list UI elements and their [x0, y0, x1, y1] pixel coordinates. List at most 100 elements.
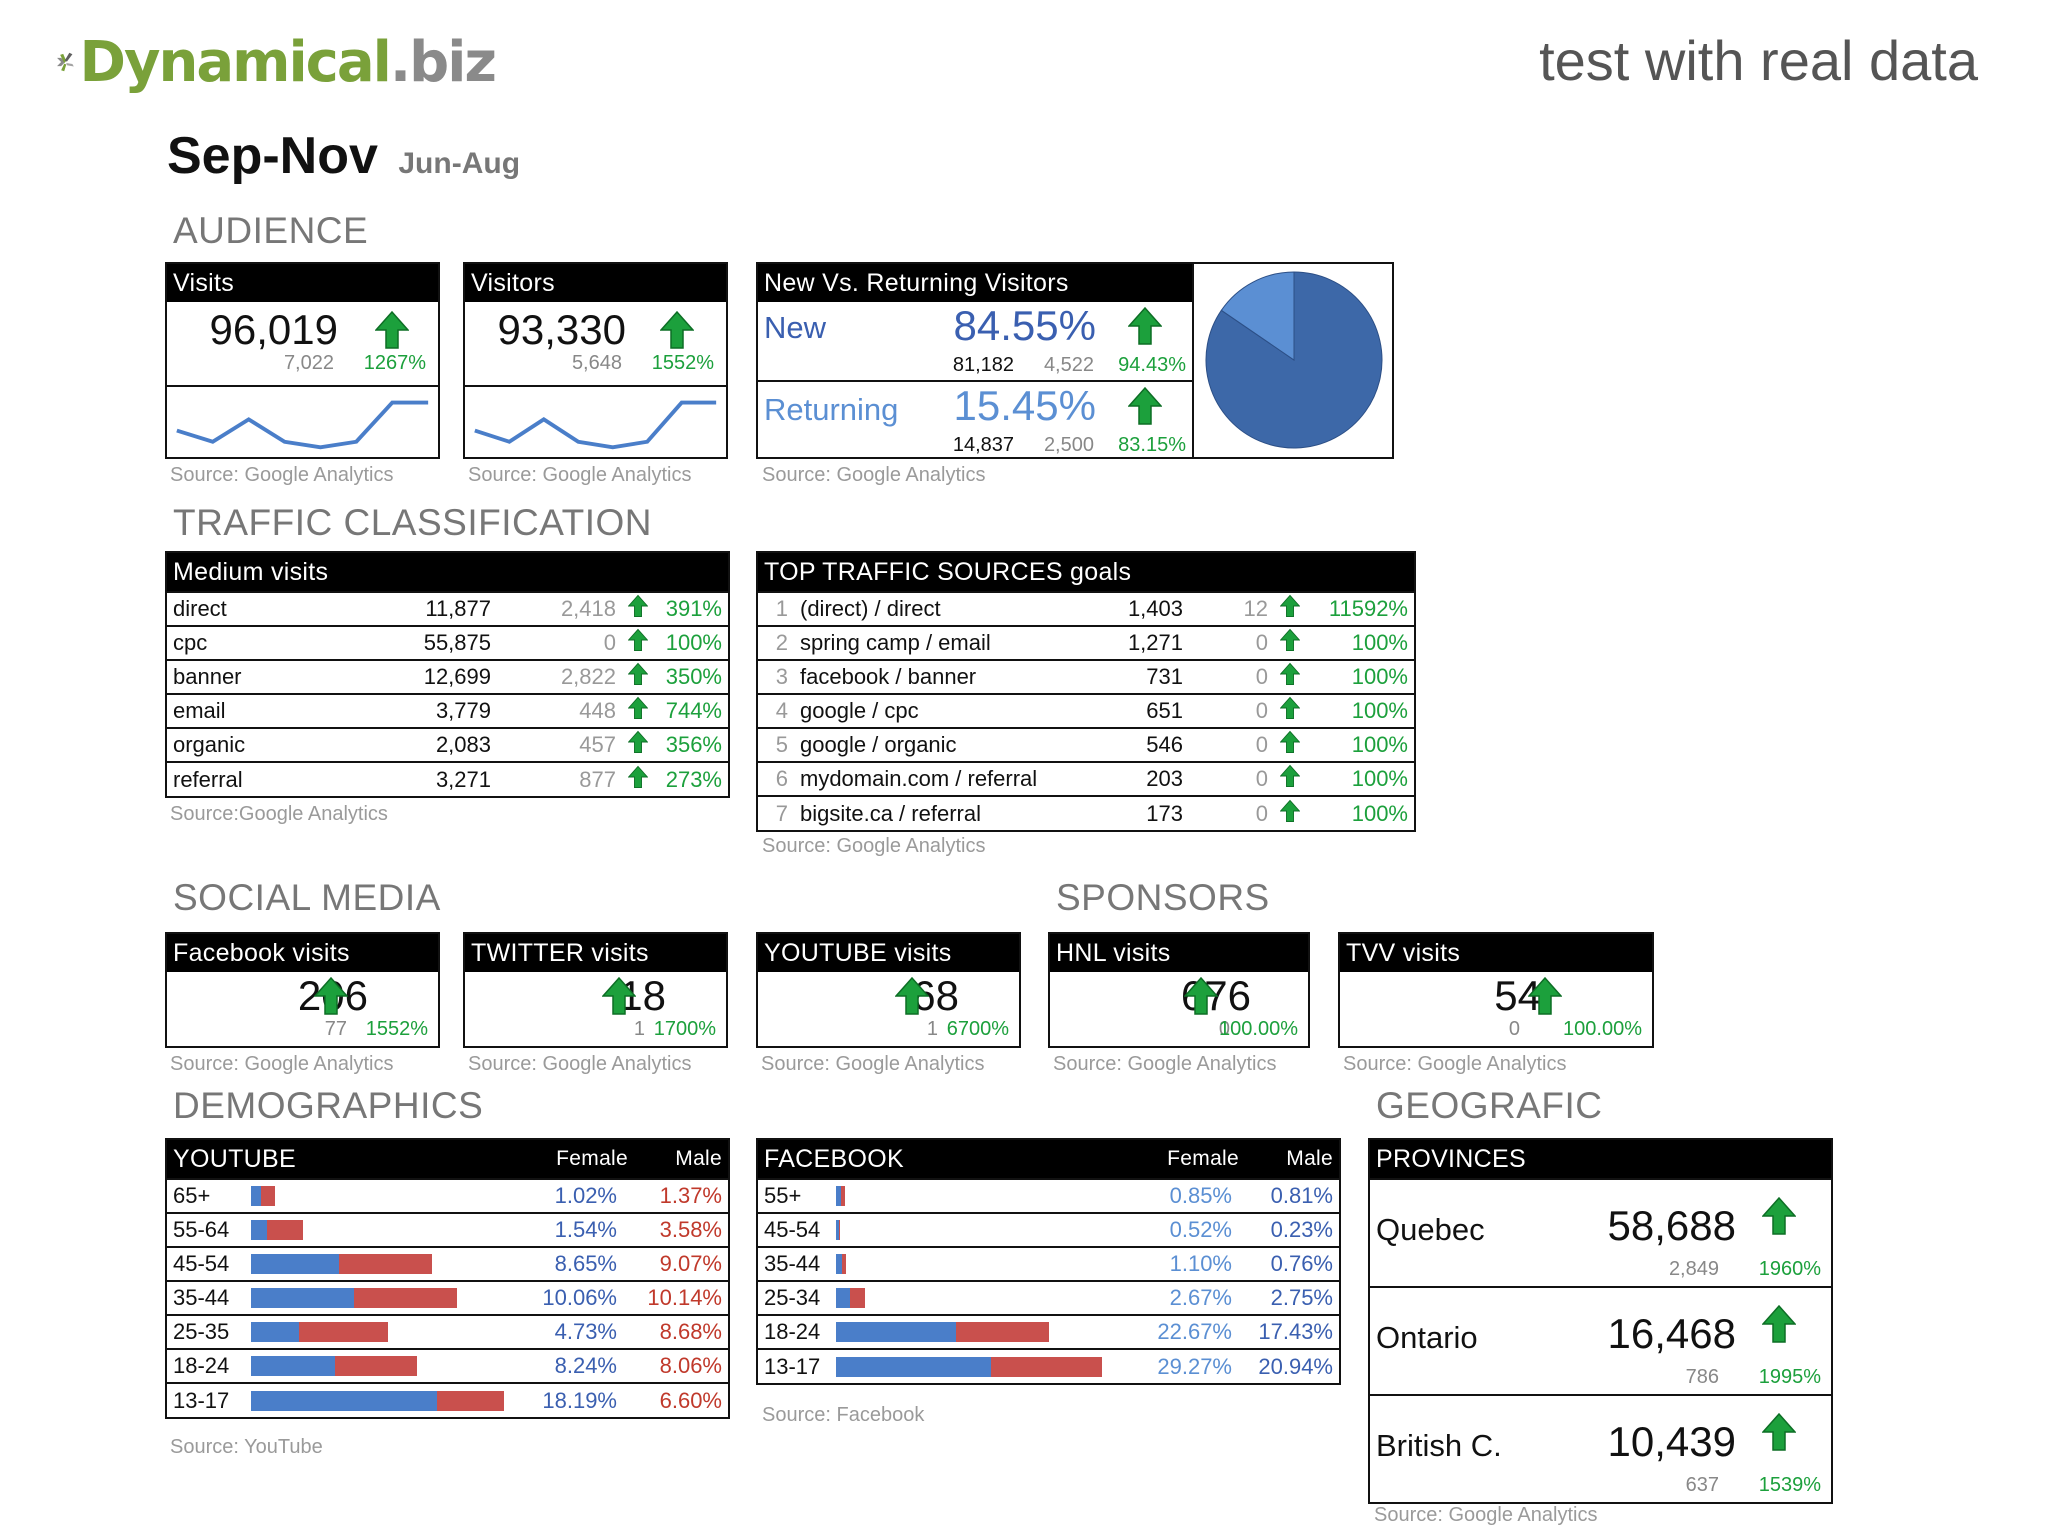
medium-trend: [622, 659, 654, 694]
source-trend: [1274, 761, 1306, 796]
province-change: 1539%: [1758, 1474, 1821, 1496]
table-row: organic 2,083 457 356%: [167, 727, 728, 762]
youtube-demographics-source: Source: YouTube: [170, 1436, 323, 1458]
facebook-demographics-header: FACEBOOK Female Male: [758, 1140, 1339, 1178]
logo-x-icon: [57, 52, 74, 72]
medium-change: 350%: [654, 659, 728, 694]
youtube-demographics-header: YOUTUBE Female Male: [167, 1140, 728, 1178]
up-arrow-icon: [627, 628, 649, 652]
up-arrow-icon: [1762, 1304, 1796, 1343]
pie-panel: [1192, 264, 1392, 457]
province-change: 1960%: [1758, 1258, 1821, 1280]
up-arrow-icon: [1128, 306, 1162, 345]
kpi-card-title: TWITTER visits: [465, 934, 726, 972]
male-bar: [850, 1288, 865, 1308]
page-tagline: test with real data: [1539, 29, 1978, 92]
female-share: 22.67%: [1130, 1314, 1238, 1349]
new-vs-returning-pie-chart: [1205, 271, 1383, 449]
source-change: 100%: [1306, 693, 1414, 728]
male-bar: [299, 1322, 388, 1342]
visits-card-title: Visits: [167, 264, 438, 302]
gender-bar-cell: [245, 1212, 515, 1247]
medium-visits-title: Medium visits: [167, 553, 728, 591]
age-group: 35-44: [758, 1246, 830, 1281]
age-group: 13-17: [758, 1348, 830, 1383]
male-bar: [339, 1254, 432, 1274]
gender-bar-cell: [830, 1280, 1130, 1315]
source-value: 1,271: [1104, 625, 1189, 660]
province-change: 1995%: [1758, 1366, 1821, 1388]
medium-trend: [622, 625, 654, 660]
kpi-card-title: HNL visits: [1050, 934, 1308, 972]
visitors-prev: 5,648: [571, 352, 622, 374]
source-name: spring camp / email: [794, 625, 1104, 660]
female-bar: [251, 1322, 300, 1342]
brand-name: Dynamical.biz: [79, 29, 497, 95]
kpi-source: Source: Google Analytics: [761, 1053, 985, 1075]
medium-trend: [622, 693, 654, 728]
kpi-change: 1700%: [653, 1018, 716, 1040]
up-arrow-icon: [1279, 764, 1301, 788]
up-arrow-icon: [627, 662, 649, 686]
gender-bar-cell: [830, 1348, 1130, 1383]
female-bar: [836, 1288, 851, 1308]
male-column-header: Male: [675, 1147, 722, 1170]
medium-value: 3,271: [337, 761, 497, 796]
age-group: 18-24: [758, 1314, 830, 1349]
age-group: 18-24: [167, 1348, 245, 1383]
sponsor-0-visits-card: HNL visits6760100.00%: [1048, 932, 1310, 1048]
section-geografic: GEOGRAFIC: [1376, 1085, 1603, 1126]
source-trend: [1274, 727, 1306, 762]
sponsor-1-visits-card: TVV visits 54 0 100.00%: [1338, 932, 1654, 1048]
section-audience: AUDIENCE: [173, 210, 369, 251]
source-name: google / organic: [794, 727, 1104, 762]
returning-visitors-row: Returning 15.45% 14,837 2,500 83.15%: [758, 380, 1192, 459]
female-share: 1.54%: [515, 1212, 623, 1247]
visits-prev: 7,022: [283, 352, 334, 374]
returning-prev: 2,500: [1043, 434, 1094, 456]
visits-card: Visits 96,019 7,022 1267%: [165, 262, 440, 459]
source-prev: 0: [1189, 795, 1274, 830]
visitors-value: 93,330: [497, 306, 626, 353]
section-social-media: SOCIAL MEDIA: [173, 877, 441, 918]
kpi-change: 6700%: [946, 1018, 1009, 1040]
female-share: 2.67%: [1130, 1280, 1238, 1315]
source-trend: [1274, 591, 1306, 626]
table-row: 13-17 29.27% 20.94%: [758, 1348, 1339, 1383]
pie-slice-new: [1205, 271, 1383, 449]
provinces-card: PROVINCES Quebec 58,688 2,849 1960% Ontario 1…: [1368, 1138, 1833, 1504]
age-group: 25-35: [167, 1314, 245, 1349]
table-row: 4 google / cpc 651 0 100%: [758, 693, 1414, 728]
male-share: 10.14%: [623, 1280, 728, 1315]
male-bar: [838, 1220, 840, 1240]
visits-change: 1267%: [363, 352, 426, 374]
kpi-prev: 1: [633, 1018, 645, 1040]
province-row: Quebec 58,688 2,849 1960%: [1370, 1178, 1831, 1286]
male-share: 0.23%: [1238, 1212, 1339, 1247]
up-arrow-icon: [1762, 1412, 1796, 1451]
source-change: 100%: [1306, 727, 1414, 762]
table-row: 35-44 10.06% 10.14%: [167, 1280, 728, 1315]
period-previous: Jun-Aug: [398, 147, 521, 180]
male-share: 17.43%: [1238, 1314, 1339, 1349]
gender-bar-cell: [245, 1246, 515, 1281]
gender-bar-cell: [245, 1382, 515, 1417]
section-demographics: DEMOGRAPHICS: [173, 1085, 484, 1126]
medium-prev: 457: [497, 727, 622, 762]
age-group: 45-54: [167, 1246, 245, 1281]
male-share: 8.06%: [623, 1348, 728, 1383]
provinces-source: Source: Google Analytics: [1374, 1504, 1598, 1526]
female-bar: [251, 1220, 267, 1240]
male-share: 0.81%: [1238, 1178, 1339, 1213]
social-0-visits-card: Facebook visits206771552%: [165, 932, 440, 1048]
source-name: facebook / banner: [794, 659, 1104, 694]
up-arrow-icon: [1528, 976, 1562, 1015]
province-value: 16,468: [1607, 1310, 1736, 1357]
source-value: 203: [1104, 761, 1189, 796]
kpi-source: Source: Google Analytics: [1053, 1053, 1277, 1075]
source-name: mydomain.com / referral: [794, 761, 1104, 796]
medium-change: 100%: [654, 625, 728, 660]
pie-slice-returning: [1220, 271, 1295, 361]
source-prev: 0: [1189, 659, 1274, 694]
medium-prev: 2,822: [497, 659, 622, 694]
